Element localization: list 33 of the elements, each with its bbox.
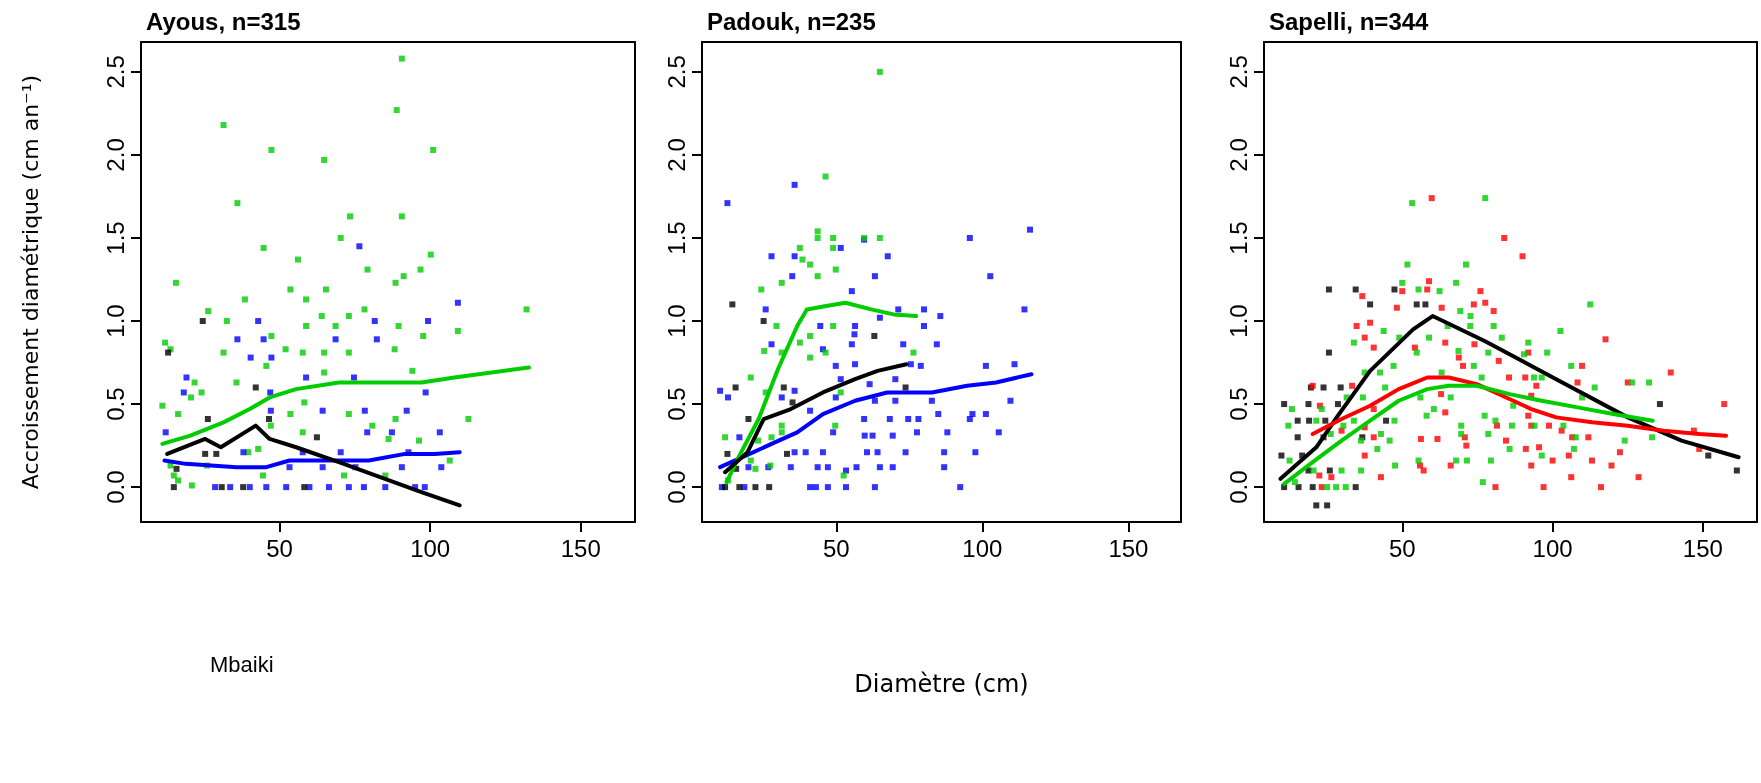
y-tick-label: 1.5: [101, 221, 129, 255]
x-tick-label: 150: [560, 534, 601, 562]
y-tick-label: 2.0: [101, 138, 129, 172]
x-axis-title: Diamètre (cm): [854, 670, 1029, 698]
chart-title: Padouk, n=235: [707, 7, 876, 35]
x-tick-label: 150: [1108, 534, 1149, 562]
y-tick-label: 2.5: [1224, 55, 1252, 89]
y-tick-label: 1.0: [1224, 304, 1252, 338]
y-tick-label: 1.5: [662, 221, 690, 255]
y-tick-label: 1.0: [101, 304, 129, 338]
x-tick-label: 50: [823, 534, 850, 562]
y-tick-label: 1.0: [662, 304, 690, 338]
y-tick-label: 2.5: [662, 55, 690, 89]
y-tick-label: 1.5: [1224, 221, 1252, 255]
y-tick-label: 2.5: [101, 55, 129, 89]
y-tick-label: 0.5: [101, 387, 129, 421]
y-tick-label: 0.5: [1224, 387, 1252, 421]
y-tick-label: 2.0: [1224, 138, 1252, 172]
y-tick-label: 0.0: [101, 470, 129, 504]
x-tick-label: 50: [1388, 534, 1416, 562]
text: Mbaiki: [210, 651, 274, 677]
x-tick-label: 100: [1532, 534, 1573, 562]
x-tick-label: 150: [1682, 534, 1723, 562]
chart-title: Ayous, n=315: [146, 7, 301, 35]
y-tick-label: 2.0: [662, 138, 690, 172]
x-tick-label: 100: [410, 534, 451, 562]
chart-title: Sapelli, n=344: [1269, 7, 1430, 35]
y-tick-label: 0.5: [662, 387, 690, 421]
y-tick-label: 0.0: [1224, 470, 1252, 504]
x-tick-label: 100: [962, 534, 1003, 562]
x-tick-label: 50: [266, 534, 293, 562]
y-axis-title: Accroissement diamétrique (cm an⁻¹): [17, 74, 43, 490]
y-tick-label: 0.0: [662, 470, 690, 504]
